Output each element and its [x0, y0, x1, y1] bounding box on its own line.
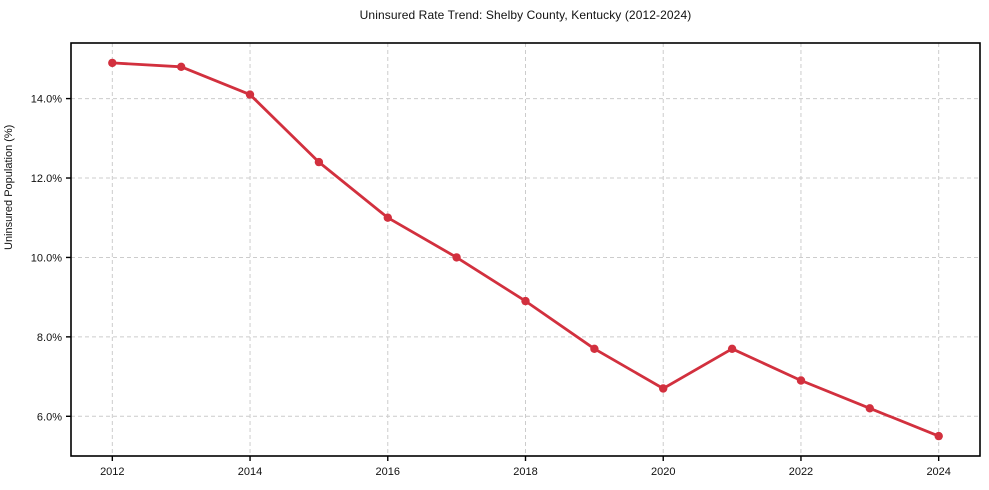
data-point: [727, 344, 737, 353]
data-point: [659, 384, 668, 393]
data-point: [590, 344, 599, 353]
data-point: [934, 431, 943, 441]
y-tick-label: 6.0%: [37, 411, 62, 423]
x-tick-label: 2020: [651, 466, 675, 478]
data-point: [865, 404, 874, 413]
y-tick-label: 12.0%: [31, 173, 62, 185]
chart-title: Uninsured Rate Trend: Shelby County, Ken…: [359, 8, 692, 22]
x-tick-label: 2016: [376, 466, 400, 478]
data-point: [383, 213, 392, 222]
y-tick-label: 8.0%: [37, 332, 62, 344]
data-point: [108, 58, 117, 68]
data-point: [796, 376, 806, 385]
data-point: [314, 157, 324, 167]
y-tick-label: 14.0%: [31, 94, 62, 106]
x-tick-label: 2018: [513, 466, 537, 478]
data-point: [177, 62, 186, 71]
x-tick-label: 2022: [789, 466, 813, 478]
data-point: [245, 90, 255, 99]
x-tick-label: 2014: [238, 466, 262, 478]
data-point: [521, 296, 530, 306]
data-point: [452, 253, 461, 262]
x-tick-label: 2024: [926, 466, 950, 478]
y-tick-label: 10.0%: [31, 252, 62, 264]
x-tick-label: 2012: [100, 466, 124, 478]
